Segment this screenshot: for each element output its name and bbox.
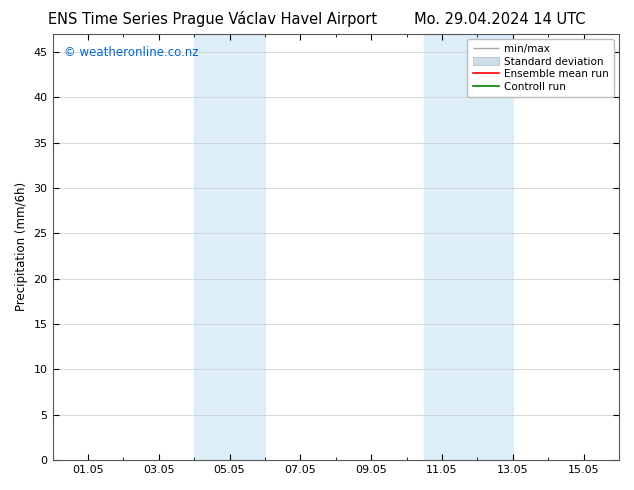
Bar (194, 34, 265, 460)
Text: © weatheronline.co.nz: © weatheronline.co.nz (64, 47, 198, 59)
Text: ENS Time Series Prague Václav Havel Airport        Mo. 29.04.2024 14 UTC: ENS Time Series Prague Václav Havel Airp… (48, 11, 586, 27)
Bar (424, 34, 460, 460)
Legend: min/max, Standard deviation, Ensemble mean run, Controll run: min/max, Standard deviation, Ensemble me… (467, 39, 614, 97)
Bar (460, 34, 513, 460)
Y-axis label: Precipitation (mm/6h): Precipitation (mm/6h) (15, 182, 28, 312)
